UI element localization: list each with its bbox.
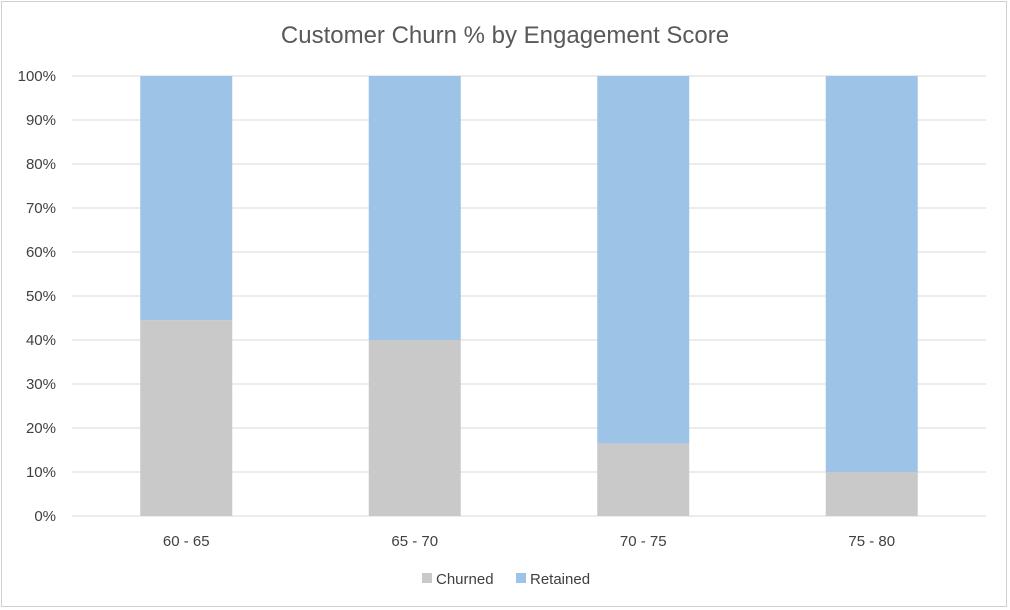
bar-retained-3 bbox=[825, 76, 918, 472]
y-tick-label: 100% bbox=[18, 68, 56, 85]
y-tick-label: 80% bbox=[26, 156, 56, 173]
y-tick-label: 20% bbox=[26, 420, 56, 437]
legend-label-retained: Retained bbox=[530, 571, 590, 588]
bar-churned-1 bbox=[368, 340, 461, 516]
bar-retained-0 bbox=[140, 76, 233, 321]
x-tick-label: 65 - 70 bbox=[391, 533, 438, 550]
x-tick-label: 60 - 65 bbox=[163, 533, 210, 550]
chart-title: Customer Churn % by Engagement Score bbox=[281, 22, 729, 49]
x-tick-label: 70 - 75 bbox=[620, 533, 667, 550]
legend: Churned Retained bbox=[422, 571, 590, 588]
y-axis-ticks: 0% 10% 20% 30% 40% 50% 60% 70% 80% 90% 100% bbox=[18, 68, 56, 525]
y-tick-label: 70% bbox=[26, 200, 56, 217]
bar-churned-2 bbox=[597, 443, 690, 516]
x-axis-ticks: 60 - 65 65 - 70 70 - 75 75 - 80 bbox=[163, 533, 895, 550]
bar-churned-0 bbox=[140, 320, 233, 516]
y-tick-label: 40% bbox=[26, 332, 56, 349]
y-tick-label: 90% bbox=[26, 112, 56, 129]
y-tick-label: 30% bbox=[26, 376, 56, 393]
legend-label-churned: Churned bbox=[436, 571, 494, 588]
y-tick-label: 10% bbox=[26, 464, 56, 481]
y-tick-label: 50% bbox=[26, 288, 56, 305]
legend-swatch-churned bbox=[422, 573, 432, 583]
bar-retained-1 bbox=[368, 76, 461, 340]
bars bbox=[140, 76, 918, 516]
legend-swatch-retained bbox=[516, 573, 526, 583]
bar-retained-2 bbox=[597, 76, 690, 444]
y-tick-label: 0% bbox=[34, 508, 56, 525]
bar-churned-3 bbox=[825, 472, 918, 516]
y-tick-label: 60% bbox=[26, 244, 56, 261]
x-tick-label: 75 - 80 bbox=[848, 533, 895, 550]
